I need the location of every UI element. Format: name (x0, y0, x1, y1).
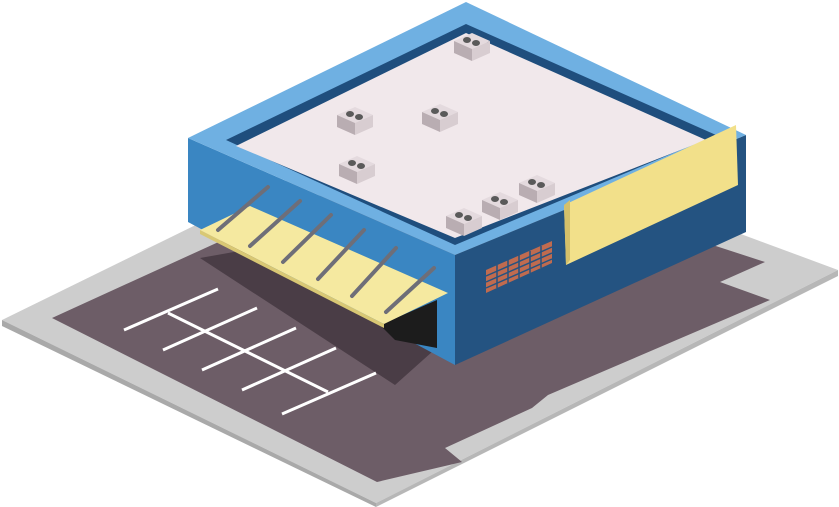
roof-unit (339, 156, 375, 184)
roof (236, 33, 706, 238)
roof-unit (482, 192, 518, 220)
parking-line (201, 326, 297, 372)
awning-edge (200, 230, 384, 328)
sidewalk-edge (2, 320, 376, 507)
parking-line (281, 371, 377, 416)
parking-line (241, 346, 337, 392)
awning-struts (216, 185, 436, 314)
awning (200, 185, 448, 328)
roof-unit (454, 33, 490, 61)
parking-lines (123, 287, 377, 416)
window-grille-lines (485, 246, 553, 289)
roof-unit (422, 104, 458, 132)
roof-unit (446, 208, 482, 236)
parking-line (123, 287, 219, 332)
building-shadow (200, 235, 470, 385)
sign-front (564, 125, 738, 265)
roof-unit (337, 107, 373, 135)
roof-units (337, 33, 555, 236)
parking-line (162, 306, 258, 352)
sidewalk-edge-right (376, 270, 838, 507)
roof-unit (519, 175, 555, 203)
sign-side (564, 200, 570, 265)
sign-board (564, 125, 738, 265)
parking-line-divider (167, 311, 329, 394)
store-entrance (380, 300, 437, 348)
